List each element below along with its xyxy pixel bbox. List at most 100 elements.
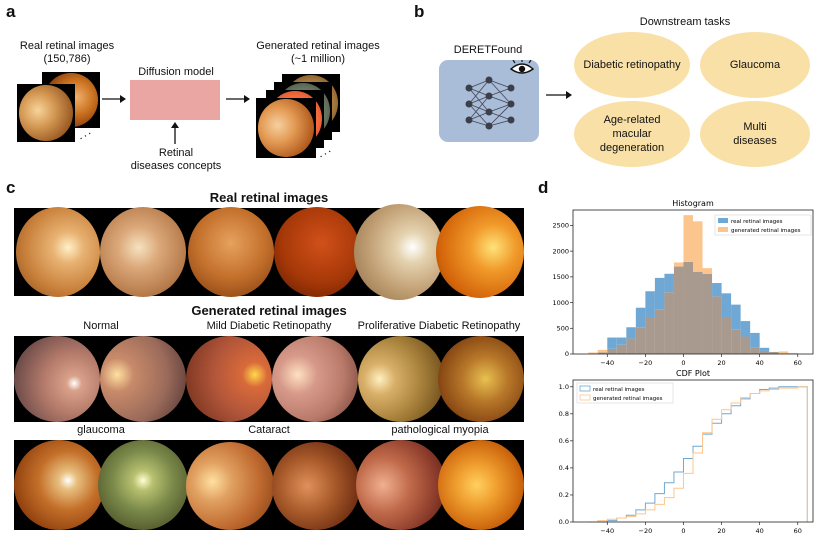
real-fundus-1 (16, 207, 100, 297)
y-tick-label: 1500 (552, 273, 569, 281)
real-images-strip (14, 204, 524, 300)
more-dots-real: ··· (75, 125, 96, 145)
y-tick-label: 2000 (552, 247, 569, 255)
diffusion-model-label: Diffusion model (138, 66, 214, 78)
legend-label-generated: generated retinal images (593, 396, 663, 402)
real-images-count: (150,786) (43, 53, 91, 65)
real-image-front (17, 84, 75, 142)
hist-bar-overlap (740, 336, 751, 354)
histogram-chart: Histogram −40 −20 0 20 40 60 0 500 1000 1500 2000 25… (552, 199, 814, 367)
gen-mild-dr-2 (272, 336, 358, 422)
legend-label-real: real retinal images (593, 387, 645, 393)
legend-label-real: real retinal images (731, 219, 783, 225)
x-tick-label: 20 (717, 359, 725, 367)
hist-bar-real (731, 304, 741, 330)
cdf-chart: CDF Plot −40 −20 0 20 40 60 0.0 0.2 0.4 0.6 0.8 1.0 r… (559, 369, 814, 535)
category-normal: Normal (83, 320, 119, 332)
generated-images-title: Generated retinal images (191, 303, 347, 318)
task-diabetic-retinopathy: Diabetic retinopathy (574, 32, 690, 98)
hist-bar-overlap (769, 351, 779, 354)
hist-bar-real (616, 337, 627, 345)
y-tick-label: 0 (565, 350, 569, 358)
y-tick-label: 0.0 (559, 518, 569, 526)
category-glaucoma: glaucoma (77, 424, 125, 436)
y-tick-label: 2500 (552, 222, 569, 230)
real-fundus-2 (100, 207, 186, 297)
gen-myopia-1 (356, 440, 446, 530)
gen-proliferative-dr-1 (358, 336, 444, 422)
model-name: DERETFound (453, 44, 523, 56)
x-tick-label: −20 (639, 359, 653, 367)
task-glaucoma: Glaucoma (700, 32, 810, 98)
hist-bar-overlap (673, 266, 684, 354)
y-tick-label: 0.4 (559, 464, 569, 472)
x-tick-label: 20 (717, 527, 725, 535)
category-mild-dr: Mild Diabetic Retinopathy (206, 320, 332, 332)
hist-bar-generated (588, 352, 598, 354)
eye-icon (509, 60, 535, 74)
concepts-label-line1: Retinal (158, 147, 194, 159)
plot-frame (572, 209, 814, 355)
hist-bar-overlap (731, 329, 741, 354)
concepts-label: Retinal diseases concepts (122, 147, 230, 173)
hist-bar-generated (673, 262, 684, 267)
hist-bar-overlap (693, 271, 703, 354)
concepts-label-line2: diseases concepts (130, 160, 222, 172)
x-tick-label: 0 (681, 527, 685, 535)
downstream-title: Downstream tasks (639, 16, 731, 28)
y-tick-label: 0.6 (559, 437, 569, 445)
arrow-to-generated (226, 95, 250, 103)
gen-mild-dr-1 (186, 336, 272, 422)
x-tick-label: 60 (794, 527, 802, 535)
concept-arrow (171, 122, 179, 144)
hist-bar-overlap (721, 316, 732, 354)
gen-cataract-2 (272, 442, 360, 530)
hist-bar-real (645, 291, 655, 318)
arrow-to-tasks (546, 91, 572, 99)
panel-c-letter: c (6, 178, 16, 197)
category-pathological-myopia: pathological myopia (391, 424, 489, 436)
hist-bar-generated (788, 352, 798, 354)
hist-bar-overlap (616, 344, 627, 354)
real-fundus-4 (274, 207, 360, 297)
real-images-label-line1: Real retinal images (19, 40, 115, 52)
y-tick-label: 0.2 (559, 491, 569, 499)
legend-label-generated: generated retinal images (731, 228, 801, 234)
y-tick-label: 1000 (552, 299, 569, 307)
legend-swatch-generated (718, 227, 728, 232)
diffusion-model-shape (130, 80, 220, 120)
hist-bar-overlap (683, 261, 693, 354)
y-tick-label: 0.8 (559, 410, 569, 418)
hist-bar-overlap (645, 318, 655, 354)
legend-swatch-real (579, 385, 591, 392)
category-cataract: Cataract (248, 424, 290, 436)
x-tick-label: 40 (756, 527, 764, 535)
hist-bar-real (721, 293, 732, 317)
hist-bar-generated (778, 351, 789, 354)
real-images-title: Real retinal images (209, 190, 329, 205)
hist-bar-real (712, 283, 722, 297)
hist-bar-overlap (759, 350, 770, 354)
hist-bar-overlap (664, 292, 674, 354)
gen-normal-2 (100, 336, 186, 422)
x-tick-label: 60 (794, 359, 802, 367)
hist-bar-overlap (635, 327, 646, 354)
task-multi-diseases: Multi diseases (700, 101, 810, 167)
chart-title: CDF Plot (676, 369, 710, 378)
generated-row-1 (14, 336, 524, 422)
hist-bar-generated (702, 268, 713, 274)
gen-cataract-1 (186, 442, 274, 530)
plot-frame (572, 379, 814, 523)
hist-bar-real (635, 307, 646, 328)
hist-bar-overlap (626, 338, 636, 354)
gen-proliferative-dr-2 (438, 336, 524, 422)
hist-bar-real (740, 321, 751, 337)
hist-bar-real (626, 327, 636, 339)
gen-normal-1 (14, 336, 100, 422)
chart-title: Histogram (672, 199, 714, 208)
hist-bar-real (664, 273, 674, 293)
hist-bar-overlap (607, 348, 617, 354)
generated-images-label-line1: Generated retinal images (256, 40, 380, 52)
legend-swatch-real (718, 218, 728, 223)
legend-box (714, 214, 812, 236)
